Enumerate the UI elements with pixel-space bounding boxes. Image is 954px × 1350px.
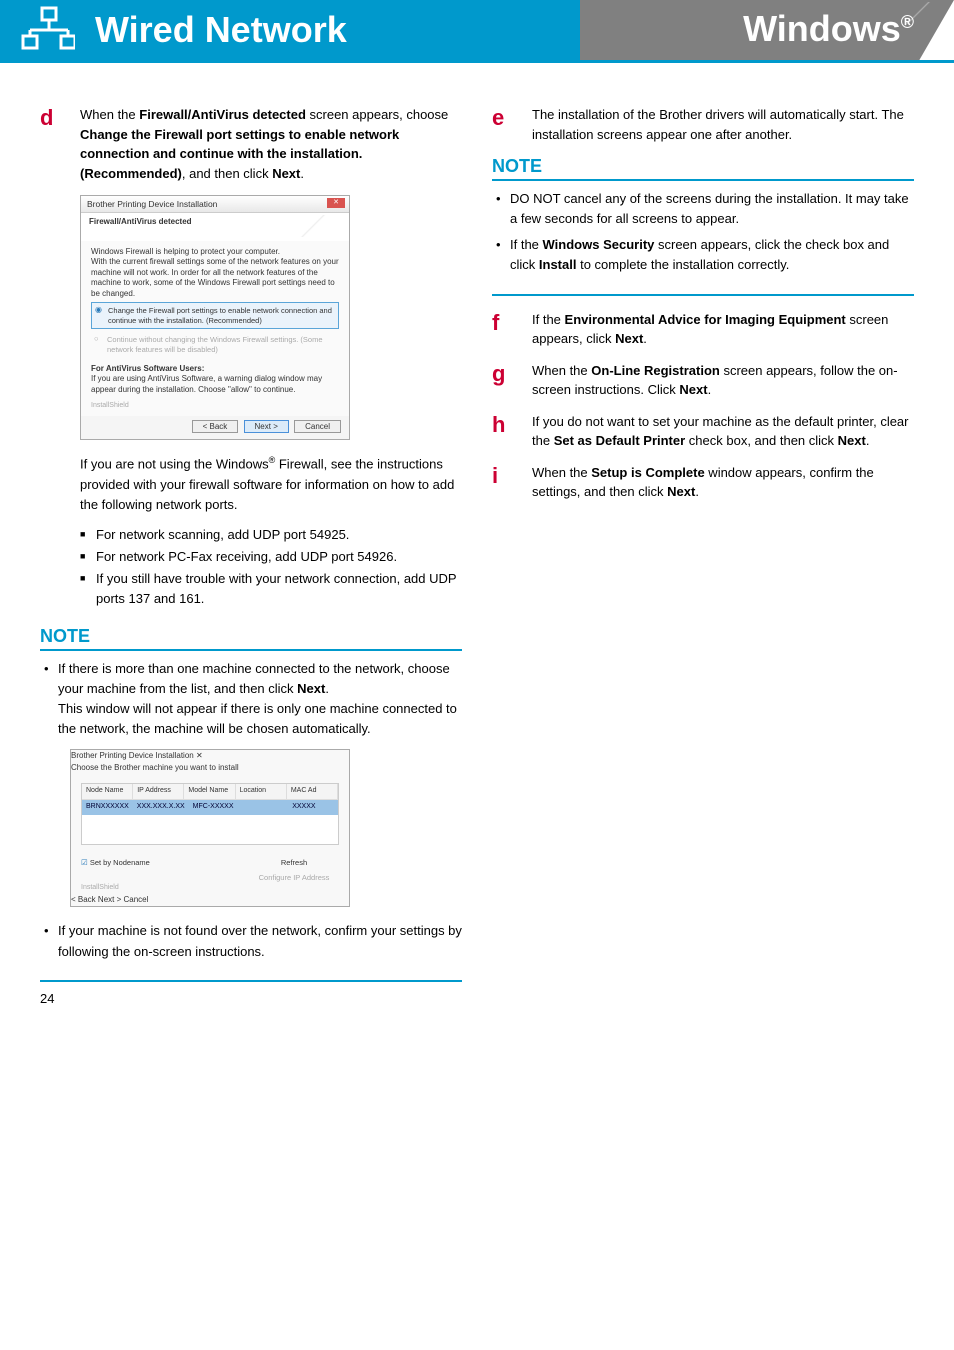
ss2-selected-row[interactable]: BRNXXXXXX XXX.XXX.X.XX MFC-XXXXX XXXXX: [82, 800, 338, 815]
header-os-name: Windows: [743, 8, 901, 49]
note1-heading: NOTE: [40, 626, 462, 651]
step-letter-e: e: [492, 105, 514, 144]
step-f-body: If the Environmental Advice for Imaging …: [532, 310, 914, 349]
step-e-body: The installation of the Brother drivers …: [532, 105, 914, 144]
ss1-cancel-button[interactable]: Cancel: [294, 420, 341, 433]
ss1-titlebar: Brother Printing Device Installation ✕: [81, 196, 349, 213]
note1-box: If there is more than one machine connec…: [40, 655, 462, 982]
ss1-close-button[interactable]: ✕: [327, 198, 345, 208]
page-header: Wired Network Windows®: [0, 0, 954, 75]
ss1-next-button[interactable]: Next >: [244, 420, 289, 433]
ss2-refresh-button[interactable]: Refresh: [249, 857, 339, 869]
header-title-bg: Wired Network: [0, 0, 580, 60]
bullet-udp-137-161: If you still have trouble with your netw…: [80, 569, 462, 609]
ss2-machine-list[interactable]: Node Name IP Address Model Name Location…: [81, 783, 339, 845]
step-d-followup: If you are not using the Windows® Firewa…: [80, 454, 462, 515]
ss2-set-by-nodename-check[interactable]: Set by Nodename: [81, 857, 150, 869]
ss1-option-continue[interactable]: Continue without changing the Windows Fi…: [91, 332, 339, 358]
screenshot-choose-machine: Brother Printing Device Installation ✕ C…: [70, 749, 350, 907]
ss2-cancel-button[interactable]: Cancel: [124, 895, 149, 904]
bullet-udp-54926: For network PC-Fax receiving, add UDP po…: [80, 547, 462, 567]
header-os-reg: ®: [901, 12, 914, 32]
page-number: 24: [40, 991, 54, 1006]
step-f: f If the Environmental Advice for Imagin…: [492, 310, 914, 349]
step-letter-d: d: [40, 105, 62, 183]
step-h: h If you do not want to set your machine…: [492, 412, 914, 451]
header-os: Windows®: [743, 8, 914, 50]
ss2-back-button[interactable]: < Back: [71, 895, 96, 904]
note1-item2: If your machine is not found over the ne…: [40, 921, 462, 961]
ss1-subheading: Firewall/AntiVirus detected: [81, 213, 349, 241]
right-column: e The installation of the Brother driver…: [492, 105, 914, 996]
ss2-button-row: < Back Next > Cancel: [71, 894, 349, 906]
note1-body: If there is more than one machine connec…: [40, 655, 462, 972]
note2-body: DO NOT cancel any of the screens during …: [492, 185, 914, 286]
ss1-art: [283, 215, 343, 237]
step-g-body: When the On-Line Registration screen app…: [532, 361, 914, 400]
ss1-body: Windows Firewall is helping to protect y…: [81, 241, 349, 416]
step-h-body: If you do not want to set your machine a…: [532, 412, 914, 451]
step-e: e The installation of the Brother driver…: [492, 105, 914, 144]
step-g: g When the On-Line Registration screen a…: [492, 361, 914, 400]
step-d-bullets: For network scanning, add UDP port 54925…: [80, 525, 462, 610]
step-letter-h: h: [492, 412, 514, 451]
screenshot-firewall-dialog: Brother Printing Device Installation ✕ F…: [80, 195, 350, 440]
note2-item2: If the Windows Security screen appears, …: [492, 235, 914, 275]
step-d: d When the Firewall/AntiVirus detected s…: [40, 105, 462, 183]
step-letter-i: i: [492, 463, 514, 502]
left-column: d When the Firewall/AntiVirus detected s…: [40, 105, 462, 996]
step-i: i When the Setup is Complete window appe…: [492, 463, 914, 502]
note2-item1: DO NOT cancel any of the screens during …: [492, 189, 914, 229]
step-d-body: When the Firewall/AntiVirus detected scr…: [80, 105, 462, 183]
ss2-columns: Node Name IP Address Model Name Location…: [82, 784, 338, 800]
ss2-subheading: Choose the Brother machine you want to i…: [71, 762, 349, 774]
ss1-back-button[interactable]: < Back: [192, 420, 239, 433]
ss2-next-button[interactable]: Next >: [98, 895, 121, 904]
ss2-bottom-controls: Set by Nodename Refresh Configure IP Add…: [71, 853, 349, 883]
wired-network-icon: [20, 6, 75, 54]
ss2-close-button[interactable]: ✕: [196, 751, 203, 760]
ss2-config-ip-button[interactable]: Configure IP Address: [249, 872, 339, 884]
note2-heading: NOTE: [492, 156, 914, 181]
ss1-option-recommended[interactable]: Change the Firewall port settings to ena…: [91, 302, 339, 330]
step-letter-g: g: [492, 361, 514, 400]
page-content: d When the Firewall/AntiVirus detected s…: [0, 75, 954, 1026]
header-underline: [0, 60, 954, 63]
step-i-body: When the Setup is Complete window appear…: [532, 463, 914, 502]
ss1-button-row: < Back Next > Cancel: [81, 416, 349, 439]
ss2-titlebar: Brother Printing Device Installation ✕: [71, 750, 349, 762]
header-title: Wired Network: [95, 9, 347, 51]
step-letter-f: f: [492, 310, 514, 349]
note1-item1: If there is more than one machine connec…: [40, 659, 462, 740]
note2-box: DO NOT cancel any of the screens during …: [492, 185, 914, 296]
bullet-udp-54925: For network scanning, add UDP port 54925…: [80, 525, 462, 545]
